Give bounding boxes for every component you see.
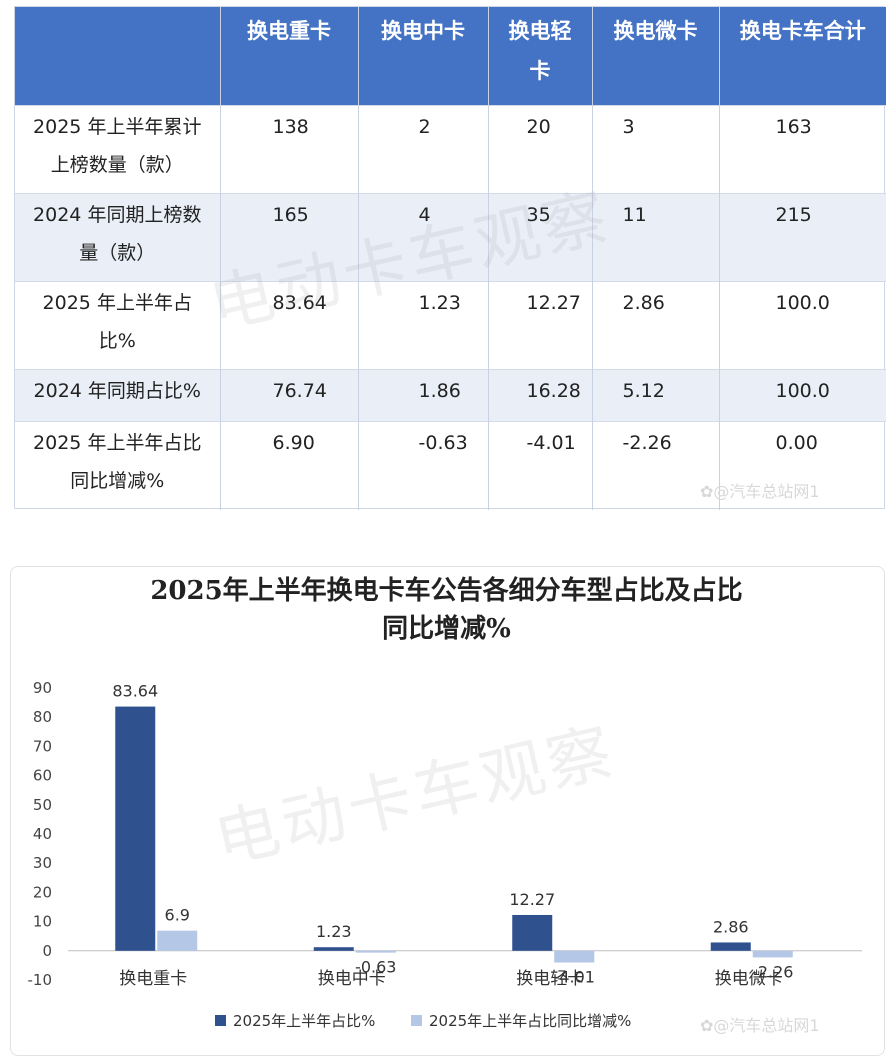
table-cell: 1.86 [358, 368, 489, 421]
table-cell: -2.26 [592, 420, 720, 510]
legend-swatch-series-1 [215, 1015, 226, 1026]
table-cell: 6.90 [220, 420, 359, 510]
table-cell: 83.64 [220, 280, 359, 369]
table-cell: 2.86 [592, 280, 720, 369]
y-tick-label: 0 [42, 942, 52, 960]
table-row: 2025 年上半年累计上榜数量（款） 138 2 20 3 163 [15, 104, 886, 193]
row-label: 2024 年同期占比% [15, 368, 221, 421]
legend-swatch-series-2 [411, 1015, 422, 1026]
table-cell: 4 [358, 192, 489, 281]
table-cell: 2 [358, 104, 489, 193]
legend-label-series-2: 2025年上半年占比同比增减% [429, 1012, 631, 1030]
y-tick-label: 10 [33, 913, 52, 931]
bar-change [157, 930, 198, 951]
column-header: 换电重卡 [220, 7, 359, 105]
data-label: 1.23 [316, 922, 352, 941]
chart-credit-text: ✿@汽车总站网1 [700, 1016, 820, 1035]
weibo-icon: ✿ [700, 1016, 714, 1035]
row-label: 2025 年上半年占比同比增减% [15, 420, 221, 510]
table-header-row: 换电重卡 换电中卡 换电轻卡 换电微卡 换电卡车合计 [15, 7, 886, 105]
y-tick-label: 50 [33, 796, 52, 814]
chart-title-line-1: 2025年上半年换电卡车公告各细分车型占比及占比 [150, 576, 743, 606]
table-cell: 100.0 [719, 280, 886, 369]
x-category-label: 换电重卡 [119, 969, 187, 989]
data-label: 6.9 [165, 906, 190, 925]
table-cell: 35 [488, 192, 593, 281]
column-header: 换电中卡 [358, 7, 489, 105]
column-header: 换电卡车合计 [719, 7, 886, 105]
table-cell: 215 [719, 192, 886, 281]
data-label: -4.01 [554, 968, 595, 987]
y-tick-label: 20 [33, 883, 52, 901]
bar-change [554, 950, 595, 963]
header-corner [15, 7, 221, 105]
table-cell: 138 [220, 104, 359, 193]
data-table: 换电重卡 换电中卡 换电轻卡 换电微卡 换电卡车合计 2025 年上半年累计上榜… [15, 7, 886, 510]
table-cell: -4.01 [488, 420, 593, 510]
table-cell: 5.12 [592, 368, 720, 421]
bar-share [710, 942, 751, 951]
x-category-label: 换电轻卡 [516, 969, 584, 989]
table-cell: 76.74 [220, 368, 359, 421]
table-cell: 11 [592, 192, 720, 281]
table-cell: 165 [220, 192, 359, 281]
bar-share [313, 947, 354, 951]
y-tick-label: 70 [33, 737, 52, 755]
row-label: 2024 年同期上榜数量（款） [15, 192, 221, 281]
row-label: 2025 年上半年累计上榜数量（款） [15, 104, 221, 193]
column-header: 换电轻卡 [488, 7, 593, 105]
table-cell: 20 [488, 104, 593, 193]
bar-change [752, 950, 793, 958]
data-label: 83.64 [112, 682, 158, 701]
plot-area: 90 80 70 60 50 40 30 20 10 0 -10 83.64 6.9 换电重卡 1.23-0… [28, 679, 862, 989]
y-tick-label: 60 [33, 767, 52, 785]
bar-change [355, 950, 396, 953]
data-label: 2.86 [713, 917, 749, 936]
table-row: 2024 年同期上榜数量（款） 165 4 35 11 215 [15, 192, 886, 281]
data-label: -0.63 [355, 958, 396, 977]
table-cell: 12.27 [488, 280, 593, 369]
chart-title: 2025年上半年换电卡车公告各细分车型占比及占比 同比增减% [0, 572, 893, 648]
y-tick-label: 40 [33, 825, 52, 843]
column-header: 换电微卡 [592, 7, 720, 105]
x-category-label: 换电中卡 [318, 969, 386, 989]
chart-title-line-2: 同比增减% [382, 614, 511, 644]
table-cell: 100.0 [719, 368, 886, 421]
y-tick-label: 80 [33, 708, 52, 726]
table-row: 2024 年同期占比% 76.74 1.86 16.28 5.12 100.0 [15, 368, 886, 421]
credit-text: ✿@汽车总站网1 [700, 482, 820, 501]
table-cell: 163 [719, 104, 886, 193]
y-tick-label: 90 [33, 679, 52, 697]
x-category-label: 换电微卡 [715, 969, 783, 989]
weibo-icon: ✿ [700, 482, 714, 501]
table-cell: -0.63 [358, 420, 489, 510]
data-label: -2.26 [752, 962, 793, 981]
row-label: 2025 年上半年占比% [15, 280, 221, 369]
table-row: 2025 年上半年占比% 83.64 1.23 12.27 2.86 100.0 [15, 280, 886, 369]
bar-share [115, 706, 156, 951]
y-tick-label: 30 [33, 854, 52, 872]
y-tick-label: -10 [28, 971, 53, 989]
table-cell: 3 [592, 104, 720, 193]
table-cell: 16.28 [488, 368, 593, 421]
data-label: 12.27 [509, 890, 555, 909]
bar-share [512, 914, 553, 951]
legend-label-series-1: 2025年上半年占比% [233, 1012, 375, 1030]
legend: 2025年上半年占比% 2025年上半年占比同比增减% [215, 1012, 631, 1030]
comparison-table: 换电重卡 换电中卡 换电轻卡 换电微卡 换电卡车合计 2025 年上半年累计上榜… [14, 6, 886, 510]
table-row: 2025 年上半年占比同比增减% 6.90 -0.63 -4.01 -2.26 … [15, 420, 886, 510]
chart-card [10, 566, 885, 1056]
table-cell: 0.00 [719, 420, 886, 510]
table-cell: 1.23 [358, 280, 489, 369]
